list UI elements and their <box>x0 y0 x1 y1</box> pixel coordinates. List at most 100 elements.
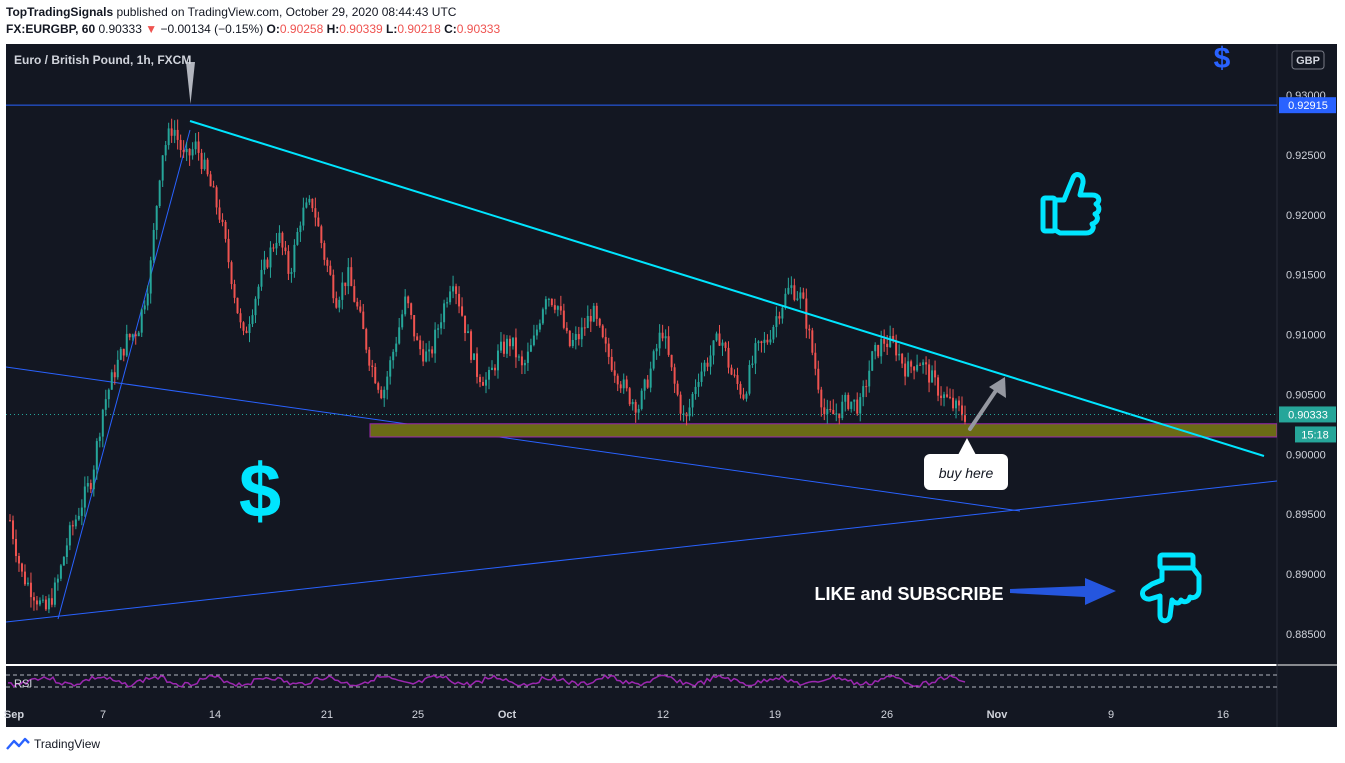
candle-body <box>550 298 553 306</box>
buy-here-callout[interactable]: buy here <box>924 438 1008 490</box>
candle-body <box>736 375 739 384</box>
candle-body <box>850 401 853 409</box>
candle-body <box>949 396 952 398</box>
candle-body <box>625 379 628 389</box>
candle-body <box>17 555 20 564</box>
y-tick-label: 0.89500 <box>1286 509 1326 521</box>
candle-body <box>898 353 901 356</box>
candle-body <box>215 187 218 208</box>
candle-body <box>377 383 380 390</box>
price-chart[interactable]: 0.930000.925000.920000.915000.910000.905… <box>0 44 1345 727</box>
candle-body <box>691 393 694 408</box>
candle-body <box>137 332 140 337</box>
callout-text: buy here <box>939 465 994 481</box>
footer: TradingView <box>0 727 1345 763</box>
candle-body <box>293 244 296 273</box>
y-tick-label: 0.92500 <box>1286 150 1326 162</box>
x-tick-label: 14 <box>209 709 221 721</box>
candle-body <box>568 330 571 347</box>
candle-body <box>580 327 583 340</box>
candle-body <box>122 348 125 356</box>
candle-body <box>95 441 98 470</box>
candle-body <box>853 399 856 402</box>
candle-body <box>922 362 925 366</box>
candle-body <box>838 413 841 419</box>
publish-info: TopTradingSignals published on TradingVi… <box>6 5 456 19</box>
cta-arrow-icon <box>1010 578 1116 605</box>
impulse-line[interactable] <box>57 129 191 620</box>
candle-body <box>260 269 263 287</box>
candle-body <box>227 238 230 263</box>
x-tick-label: 25 <box>412 709 424 721</box>
candle-body <box>784 293 787 308</box>
candle-body <box>943 394 946 398</box>
candle-body <box>248 324 251 333</box>
candle-body <box>218 207 221 220</box>
candle-body <box>718 333 721 346</box>
candle-body <box>131 334 134 338</box>
x-tick-label: Oct <box>498 709 517 721</box>
candle-body <box>104 399 107 410</box>
candle-body <box>206 159 209 175</box>
candle-body <box>254 298 257 316</box>
low-value: 0.90218 <box>397 22 441 36</box>
publisher-name[interactable]: TopTradingSignals <box>6 5 114 19</box>
candle-body <box>86 483 89 487</box>
candle-body <box>149 260 152 294</box>
candle-body <box>428 349 431 352</box>
last-price: 0.90333 <box>98 22 142 36</box>
candle-body <box>329 265 332 275</box>
arrow-icon <box>968 377 1006 431</box>
candle-body <box>278 232 281 243</box>
candle-body <box>862 386 865 398</box>
candle-body <box>493 367 496 371</box>
descending-trendline[interactable] <box>189 120 1265 457</box>
channel-lower-line[interactable] <box>6 480 1277 623</box>
change-value: −0.00134 (−0.15%) <box>160 22 264 36</box>
candle-body <box>32 597 35 601</box>
candle-body <box>446 302 449 304</box>
candle-body <box>239 313 242 323</box>
candle-body <box>664 336 667 339</box>
candle-body <box>907 361 910 377</box>
candle-body <box>332 274 335 299</box>
price-axis[interactable] <box>1277 44 1337 727</box>
support-zone[interactable] <box>369 423 1277 438</box>
candle-body <box>751 363 754 365</box>
candle-body <box>634 401 637 413</box>
candle-body <box>416 336 419 341</box>
time-axis[interactable] <box>6 696 1277 727</box>
candle-body <box>655 348 658 352</box>
open-label: O: <box>266 22 280 36</box>
candle-body <box>194 141 197 150</box>
y-tick-label: 0.91500 <box>1286 270 1326 282</box>
candle-body <box>284 247 287 252</box>
candle-body <box>553 305 556 310</box>
tradingview-logo[interactable]: TradingView <box>6 737 100 751</box>
candle-body <box>793 285 796 300</box>
candle-body <box>601 325 604 338</box>
plot-area[interactable] <box>6 44 1277 664</box>
svg-text:0.90333: 0.90333 <box>1288 409 1328 421</box>
candle-body <box>458 293 461 307</box>
candle-body <box>410 303 413 316</box>
pointing-down-hand-icon <box>1140 552 1202 624</box>
candle-body <box>913 366 916 371</box>
candle-body <box>778 316 781 319</box>
candle-body <box>931 370 934 383</box>
candle-body <box>826 409 829 414</box>
candle-body <box>314 208 317 218</box>
candle-body <box>628 388 631 405</box>
candle-body <box>514 337 517 358</box>
channel-upper-line[interactable] <box>6 366 1021 512</box>
candle-body <box>649 368 652 388</box>
candle-body <box>541 309 544 324</box>
candle-body <box>245 330 248 333</box>
candle-body <box>296 232 299 245</box>
candle-body <box>772 326 775 340</box>
candle-body <box>344 282 347 287</box>
candle-body <box>730 367 733 375</box>
rsi-pane[interactable] <box>6 666 1277 696</box>
candle-body <box>362 311 365 330</box>
currency-badge[interactable]: GBP <box>1291 50 1325 70</box>
